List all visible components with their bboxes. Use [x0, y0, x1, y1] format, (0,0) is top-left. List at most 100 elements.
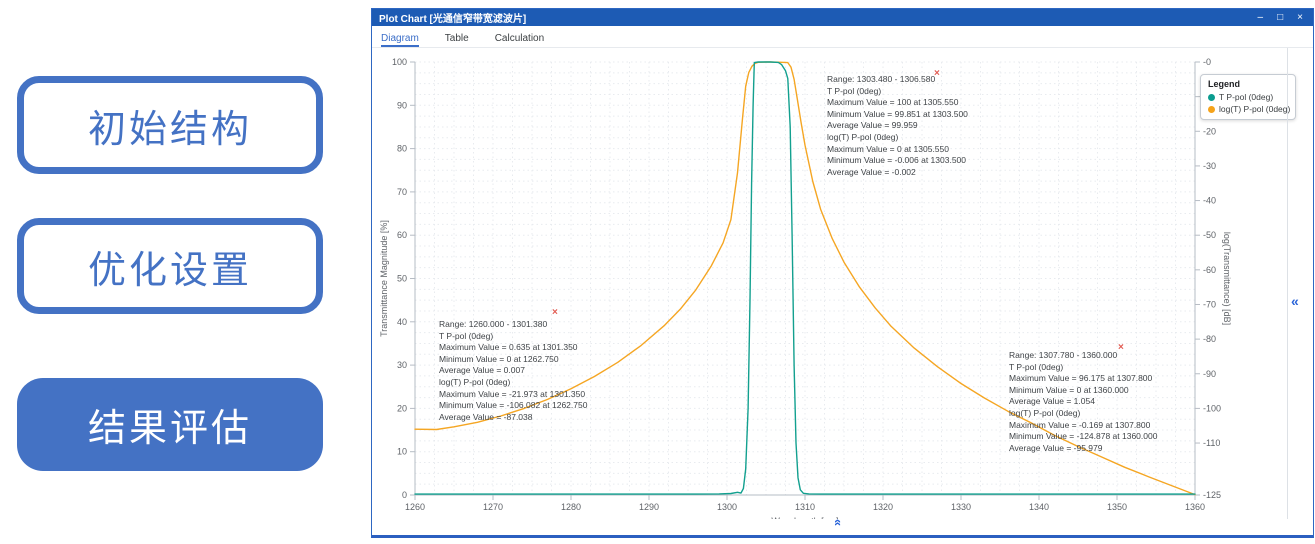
x-tick-label: 1280	[561, 502, 581, 512]
y-right-tick-label: -125	[1203, 490, 1221, 500]
close-icon[interactable]: ×	[1297, 12, 1303, 23]
annotation-line: T P-pol (0deg)	[827, 85, 882, 96]
workflow-panel: 初始结构优化设置结果评估	[0, 0, 360, 544]
annotation-line: log(T) P-pol (0deg)	[827, 131, 899, 142]
annotation-passband: Range: 1303.480 - 1306.580 T P-pol (0deg)…	[827, 74, 968, 178]
chart-body: 1260 1270 1280 1290 1300 1310 1320 1330 1340 1350…	[372, 48, 1311, 519]
window-controls: – □ ×	[1258, 9, 1313, 26]
legend-series-label: T P-pol (0deg)	[1219, 92, 1274, 102]
x-tick-label: 1260	[405, 502, 425, 512]
annotation-line: Average Value = -87.038	[439, 411, 533, 422]
y-right-tick-label: -20	[1203, 126, 1216, 136]
right-panel-divider	[1287, 48, 1288, 519]
annotation-line: Average Value = -0.002	[827, 166, 916, 177]
annotation-close-icon[interactable]: ×	[934, 68, 940, 79]
y-left-tick-label: 100	[392, 57, 407, 67]
workflow-button-3[interactable]: 结果评估	[17, 378, 323, 471]
y-left-tick-label: 80	[397, 144, 407, 154]
y-left-tick-label: 10	[397, 447, 407, 457]
series-transmittance	[414, 61, 1196, 495]
annotation-line: Average Value = -95.979	[1009, 442, 1103, 453]
annotation-line: Minimum Value = 99.851 at 1303.500	[827, 108, 968, 119]
x-tick-label: 1320	[873, 502, 893, 512]
plot-chart-window: Plot Chart [光通信窄带宽滤波片] – □ × Diagram Tabl…	[371, 8, 1314, 538]
menu-item-calculation[interactable]: Calculation	[494, 33, 545, 44]
x-tick-label: 1340	[1029, 502, 1049, 512]
y-left-tick-label: 30	[397, 360, 407, 370]
y-left-tick-label: 50	[397, 274, 407, 284]
legend-title: Legend	[1208, 79, 1241, 89]
menu-item-diagram[interactable]: Diagram	[381, 33, 419, 47]
annotation-line: T P-pol (0deg)	[439, 330, 494, 341]
annotation-line: Maximum Value = -21.973 at 1301.350	[439, 388, 586, 399]
y-right-tick-label: -0	[1203, 57, 1211, 67]
annotation-line: Range: 1303.480 - 1306.580	[827, 74, 936, 84]
annotation-line: Minimum Value = -124.878 at 1360.000	[1009, 431, 1158, 442]
y-left-tick-label: 40	[397, 317, 407, 327]
y-left-tick-label: 20	[397, 403, 407, 413]
window-title: Plot Chart [光通信窄带宽滤波片]	[379, 14, 527, 25]
y-right-tick-label: -110	[1203, 438, 1220, 448]
y-right-tick-label: -100	[1203, 403, 1221, 413]
legend-entries: T P-pol (0deg) log(T) P-pol (0deg)	[1208, 92, 1290, 114]
annotation-line: log(T) P-pol (0deg)	[439, 376, 511, 387]
legend: Legend T P-pol (0deg) log(T) P-pol (0deg)	[1200, 74, 1296, 120]
annotation-line: Minimum Value = -106.082 at 1262.750	[439, 400, 588, 411]
y-left-tick-label: 90	[397, 100, 407, 110]
legend-series-dot-icon	[1208, 105, 1215, 113]
y-right-tick-label: -30	[1203, 161, 1216, 171]
annotation-line: Average Value = 99.959	[827, 120, 918, 131]
x-tick-label: 1290	[639, 502, 659, 512]
annotation-line: Maximum Value = 100 at 1305.550	[827, 97, 959, 108]
y-left-axis-title: Transmittance Magnitude [%]	[379, 220, 389, 337]
y-right-tick-label: -90	[1203, 369, 1216, 379]
legend-series-dot-icon	[1208, 93, 1215, 101]
maximize-icon[interactable]: □	[1277, 12, 1284, 23]
x-tick-label: 1350	[1107, 502, 1127, 512]
window-title-bar: Plot Chart [光通信窄带宽滤波片] – □ ×	[372, 9, 1313, 26]
collapse-right-chevron-icon[interactable]: «	[1291, 293, 1299, 309]
y-right-axis-title: log(Transmittance) [dB]	[1222, 232, 1232, 325]
annotation-line: Maximum Value = 0 at 1305.550	[827, 143, 949, 154]
annotation-close-icon[interactable]: ×	[552, 307, 558, 318]
menu-bar: Diagram Table Calculation	[372, 26, 1313, 48]
minimize-icon[interactable]: –	[1257, 12, 1264, 23]
y-right-tick-label: -50	[1203, 230, 1216, 240]
y-left-tick-label: 60	[397, 230, 407, 240]
annotation-line: T P-pol (0deg)	[1009, 361, 1064, 372]
x-axis-title: Wavelength [nm]	[771, 516, 838, 519]
y-right-tick-label: -80	[1203, 334, 1216, 344]
annotation-right-stopband: Range: 1307.780 - 1360.000 T P-pol (0deg)…	[1009, 350, 1157, 454]
annotation-line: Maximum Value = -0.169 at 1307.800	[1009, 419, 1151, 430]
annotation-line: Minimum Value = 0 at 1262.750	[439, 353, 559, 364]
collapse-bottom-chevron-icon[interactable]: «	[831, 518, 847, 527]
y-right-tick-label: -60	[1203, 265, 1216, 275]
annotation-line: Average Value = 0.007	[439, 365, 525, 376]
series-log-transmittance	[414, 61, 1196, 496]
y-right-tick-label: -40	[1203, 196, 1216, 206]
annotation-line: Maximum Value = 96.175 at 1307.800	[1009, 373, 1153, 384]
x-tick-label: 1310	[795, 502, 815, 512]
annotation-line: Maximum Value = 0.635 at 1301.350	[439, 342, 578, 353]
legend-entry: log(T) P-pol (0deg)	[1208, 104, 1290, 114]
y-left-tick-label: 0	[402, 490, 407, 500]
bottom-strip: «	[372, 519, 1313, 533]
x-tick-label: 1300	[717, 502, 737, 512]
workflow-button-1[interactable]: 初始结构	[17, 76, 323, 174]
menu-item-table[interactable]: Table	[444, 33, 469, 44]
annotation-line: Range: 1260.000 - 1301.380	[439, 319, 548, 329]
annotation-line: Minimum Value = 0 at 1360.000	[1009, 384, 1129, 395]
plot-canvas[interactable]: 1260 1270 1280 1290 1300 1310 1320 1330 1340 1350…	[372, 48, 1284, 519]
x-tick-label: 1360	[1185, 502, 1205, 512]
x-tick-label: 1270	[483, 502, 503, 512]
y-left-tick-label: 70	[397, 187, 407, 197]
y-right-tick-label: -70	[1203, 299, 1216, 309]
annotation-left-stopband: Range: 1260.000 - 1301.380 T P-pol (0deg)…	[439, 319, 587, 423]
workflow-button-2[interactable]: 优化设置	[17, 218, 323, 314]
annotation-close-icon[interactable]: ×	[1118, 342, 1124, 353]
annotation-line: log(T) P-pol (0deg)	[1009, 407, 1081, 418]
annotation-line: Range: 1307.780 - 1360.000	[1009, 350, 1118, 360]
x-tick-label: 1330	[951, 502, 971, 512]
annotation-line: Minimum Value = -0.006 at 1303.500	[827, 155, 966, 166]
